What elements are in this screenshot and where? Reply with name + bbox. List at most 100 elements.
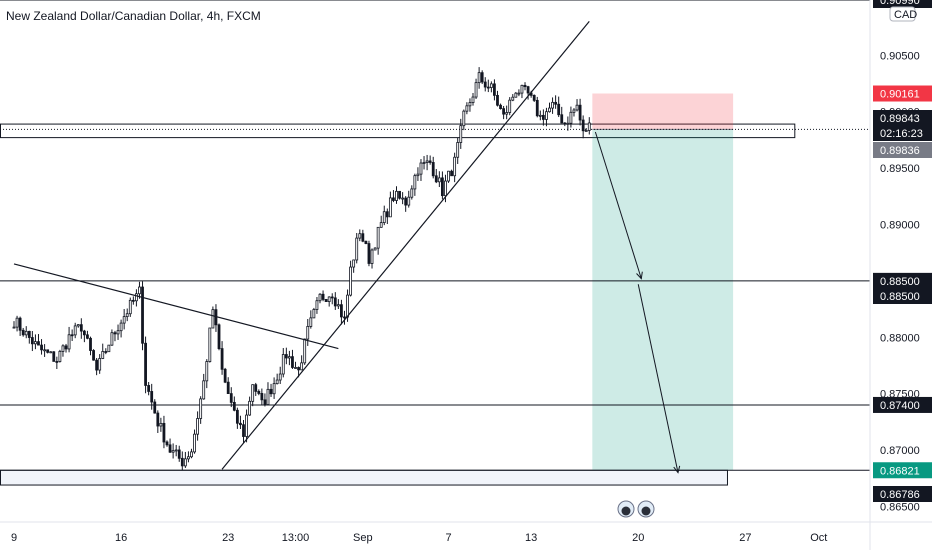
candle	[554, 95, 558, 109]
take-profit-zone[interactable]	[592, 129, 734, 471]
plot-background[interactable]	[0, 0, 870, 520]
candle	[315, 297, 319, 314]
candle-body	[508, 99, 512, 113]
candle-body	[541, 114, 545, 120]
candle-body	[287, 356, 291, 359]
candle-body	[122, 316, 126, 324]
candle-body	[153, 401, 157, 414]
candle-body	[361, 233, 365, 242]
candle	[266, 382, 270, 405]
candle-body	[336, 304, 340, 307]
resistance-box[interactable]	[0, 123, 796, 139]
candle-body	[401, 197, 405, 200]
candle	[46, 349, 50, 354]
candle-body	[171, 450, 175, 453]
support-zone-badge	[873, 486, 932, 502]
time-tick-label: 13:00	[282, 532, 310, 544]
candle	[153, 399, 157, 414]
candle	[545, 107, 548, 127]
candle-body	[413, 175, 417, 190]
trend-layer[interactable]	[13, 21, 590, 470]
candle	[159, 417, 163, 432]
candle	[239, 415, 242, 430]
candle	[352, 259, 356, 273]
candle-body	[587, 122, 591, 131]
candle	[459, 118, 463, 149]
time-tick-label: 27	[739, 532, 751, 544]
candle	[275, 373, 279, 385]
candle	[557, 96, 561, 118]
candle	[413, 173, 417, 196]
candle	[517, 89, 521, 97]
currency-badge-text: CAD	[894, 9, 917, 21]
candle-body	[416, 173, 420, 177]
candle	[30, 331, 34, 352]
candle-body	[27, 330, 31, 338]
candle	[453, 152, 457, 183]
candle-body	[131, 299, 135, 302]
candle	[578, 98, 582, 126]
candle-body	[162, 422, 166, 443]
candle	[177, 445, 181, 462]
candle-body	[116, 330, 120, 335]
candle-body	[554, 101, 558, 105]
candle	[187, 451, 190, 463]
candle	[493, 79, 496, 101]
support-box[interactable]	[0, 469, 728, 486]
descending-trendline[interactable]	[13, 263, 339, 350]
candle	[563, 122, 567, 127]
currency-badge[interactable]	[889, 6, 916, 22]
candle	[125, 308, 129, 322]
candle	[499, 103, 502, 110]
ascending-trendline[interactable]	[221, 21, 590, 470]
candle	[535, 96, 539, 118]
candle-body	[560, 114, 564, 124]
countdown-badge	[873, 126, 932, 141]
candle	[134, 289, 138, 307]
candle	[312, 307, 316, 319]
candle	[104, 348, 108, 355]
candle	[113, 330, 117, 342]
candle	[349, 260, 353, 297]
candle-body	[309, 317, 313, 327]
candle-body	[392, 197, 395, 201]
candle-body	[281, 354, 285, 375]
candle-body	[242, 424, 245, 437]
candle-body	[496, 94, 499, 106]
candle-body	[196, 418, 200, 435]
time-axis[interactable]: 9 16 23 13:00 Sep 7 13 20 27 Oct	[0, 521, 932, 544]
candle	[110, 329, 114, 346]
price-tick-label: 0.88000	[880, 332, 920, 344]
candle-body	[294, 367, 297, 369]
candle-body	[584, 130, 588, 132]
candle-body	[422, 162, 426, 164]
event-icons[interactable]	[617, 500, 655, 518]
candle	[61, 344, 65, 357]
candle-body	[229, 393, 233, 403]
candle	[465, 102, 469, 115]
stop-loss-zone[interactable]	[592, 93, 734, 130]
bid-price-label: 0.89836	[880, 145, 920, 157]
price-tick-label: 0.87000	[880, 445, 920, 457]
candle	[235, 407, 239, 429]
countdown-label: 02:16:23	[880, 128, 923, 140]
candle-body	[453, 156, 457, 177]
candle	[560, 106, 564, 124]
candle-body	[46, 349, 50, 353]
candle-body	[269, 388, 273, 395]
candle	[208, 327, 212, 363]
candle	[122, 309, 126, 330]
candle-body	[505, 112, 509, 115]
candle-body	[223, 368, 227, 383]
candle-body	[15, 317, 19, 328]
candle-body	[557, 103, 561, 116]
candle-body	[211, 309, 215, 329]
candle-body	[40, 344, 43, 351]
candle-body	[76, 324, 80, 327]
candle	[404, 196, 408, 212]
position-layer[interactable]	[592, 93, 734, 471]
candle	[119, 319, 123, 338]
candle	[450, 169, 453, 177]
candle	[395, 186, 398, 204]
